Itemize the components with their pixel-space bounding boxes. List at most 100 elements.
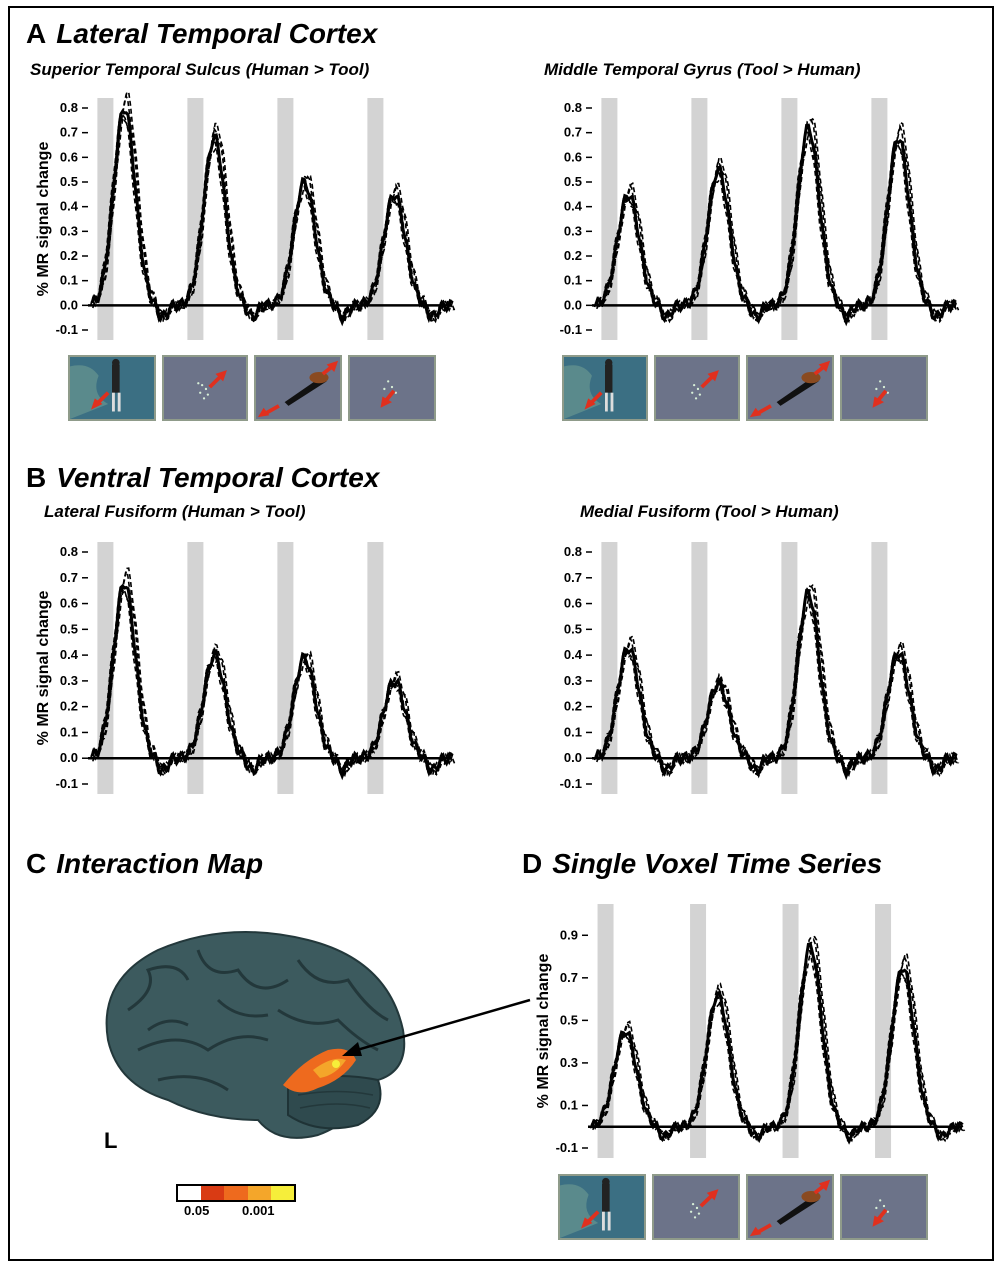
response-curve xyxy=(593,935,966,1144)
stimulus-tool xyxy=(254,355,342,421)
chart-b-left: 0.8 0.7 0.6 0.5 0.4 0.3 0.2 0.1 0.0 -0.1 % MR sign… xyxy=(35,542,456,794)
y-tick-label: -0.1 xyxy=(560,776,582,791)
figure-frame xyxy=(8,6,994,1261)
y-tick-label: 0.6 xyxy=(564,596,582,611)
y-tick-label: 0.7 xyxy=(60,570,78,585)
y-tick-label: 0.5 xyxy=(60,621,78,636)
y-tick-label: 0.8 xyxy=(60,544,78,559)
y-tick-label: 0.0 xyxy=(60,297,78,312)
response-curve xyxy=(597,584,960,779)
y-tick-label: 0.1 xyxy=(560,1097,578,1112)
chart-d: 0.9 0.7 0.5 0.3 0.1 -0.1 % MR signal change xyxy=(535,904,966,1158)
y-tick-label: 0.1 xyxy=(564,273,582,288)
colorbar-swatches xyxy=(176,1184,296,1202)
y-tick-label: 0.1 xyxy=(564,724,582,739)
response-curve xyxy=(593,126,956,324)
y-tick-label: 0.5 xyxy=(60,174,78,189)
colorbar-swatch xyxy=(247,1186,271,1200)
y-tick-label: 0.2 xyxy=(564,699,582,714)
colorbar-swatch xyxy=(224,1186,248,1200)
significance-colorbar: 0.05 0.001 xyxy=(176,1184,296,1218)
response-curve xyxy=(93,91,456,325)
response-curve xyxy=(90,109,453,327)
y-tick-label: 0.3 xyxy=(564,673,582,688)
section-b-title: B Ventral Temporal Cortex xyxy=(26,462,380,493)
y-tick-label: 0.6 xyxy=(60,596,78,611)
stimulus-point-light-human xyxy=(654,355,740,421)
y-tick-label: -0.1 xyxy=(56,776,78,791)
stimulus-band xyxy=(691,542,708,794)
response-curve xyxy=(592,948,964,1143)
y-tick-label: 0.2 xyxy=(60,248,78,263)
response-curve xyxy=(597,117,960,325)
y-tick-label: 0.7 xyxy=(564,570,582,585)
y-tick-label: 0.3 xyxy=(560,1055,578,1070)
response-curve xyxy=(594,588,957,781)
stimulus-band xyxy=(187,542,204,794)
y-tick-label: 0.4 xyxy=(60,647,79,662)
y-tick-label: 0.0 xyxy=(564,297,582,312)
colorbar-swatch xyxy=(270,1186,295,1200)
response-curve xyxy=(596,593,958,777)
panel-b-left-title: Lateral Fusiform (Human > Tool) xyxy=(44,502,306,521)
y-tick-label: 0.8 xyxy=(564,100,582,115)
stimulus-band xyxy=(782,904,799,1158)
panel-b-right-title: Medial Fusiform (Tool > Human) xyxy=(580,502,839,521)
stimulus-human-walker xyxy=(558,1174,646,1240)
stimulus-point-light-tool xyxy=(348,355,436,421)
y-tick-label: 0.8 xyxy=(564,544,582,559)
y-axis-label: % MR signal change xyxy=(35,591,52,746)
chart-b-right: 0.8 0.7 0.6 0.5 0.4 0.3 0.2 0.1 0.0 -0.1 xyxy=(560,542,960,794)
stimulus-tool xyxy=(746,1174,834,1240)
pointer-arrow xyxy=(342,998,531,1056)
response-curve xyxy=(92,93,454,324)
stimulus-human-walker xyxy=(68,355,156,421)
response-curve xyxy=(89,585,452,777)
y-tick-label: 0.7 xyxy=(60,125,78,140)
y-tick-label: 0.0 xyxy=(60,750,78,765)
y-tick-label: 0.7 xyxy=(560,970,578,985)
stimulus-point-light-human xyxy=(652,1174,740,1240)
stimulus-band xyxy=(690,904,707,1158)
y-tick-label: 0.5 xyxy=(564,621,582,636)
stimulus-band xyxy=(277,98,294,340)
stimulus-band xyxy=(781,542,798,794)
y-tick-label: 0.1 xyxy=(60,273,78,288)
colorbar-swatch xyxy=(201,1186,225,1200)
stimulus-point-light-human xyxy=(162,355,248,421)
response-curve xyxy=(92,569,454,778)
colorbar-label-high: 0.001 xyxy=(242,1203,275,1218)
stimulus-tool xyxy=(746,355,834,421)
chart-a-left: 0.8 0.7 0.6 0.5 0.4 0.3 0.2 0.1 0.0 -0.1 % MR sign… xyxy=(35,91,456,340)
response-curve xyxy=(89,111,452,324)
response-curve xyxy=(596,129,958,324)
response-curve xyxy=(92,113,454,324)
y-tick-label: 0.3 xyxy=(60,673,78,688)
response-curve xyxy=(593,590,956,777)
y-axis-label: % MR signal change xyxy=(35,142,52,297)
y-tick-label: 0.6 xyxy=(60,149,78,164)
y-tick-label: 0.4 xyxy=(564,199,583,214)
section-a-title: A Lateral Temporal Cortex xyxy=(26,18,378,49)
chart-a-right: 0.8 0.7 0.6 0.5 0.4 0.3 0.2 0.1 0.0 -0.1 xyxy=(560,98,960,340)
response-curve xyxy=(592,937,964,1143)
stimulus-band xyxy=(601,98,618,340)
y-tick-label: 0.0 xyxy=(564,750,582,765)
brain-surface-image xyxy=(105,931,406,1139)
y-tick-label: 0.2 xyxy=(564,248,582,263)
y-tick-label: 0.3 xyxy=(564,223,582,238)
y-tick-label: 0.7 xyxy=(564,125,582,140)
y-tick-label: 0.9 xyxy=(560,927,578,942)
section-d-title: D Single Voxel Time Series xyxy=(522,848,883,879)
response-curve xyxy=(92,587,454,778)
response-curve xyxy=(93,567,456,779)
section-c-title: C Interaction Map xyxy=(26,848,264,879)
y-tick-label: -0.1 xyxy=(560,322,582,337)
y-tick-label: 0.6 xyxy=(564,149,582,164)
y-tick-label: 0.8 xyxy=(60,100,78,115)
y-tick-label: -0.1 xyxy=(56,322,78,337)
colorbar-swatch xyxy=(178,1186,202,1200)
y-tick-label: 0.5 xyxy=(564,174,582,189)
stimulus-band xyxy=(875,904,892,1158)
panel-a-left-title: Superior Temporal Sulcus (Human > Tool) xyxy=(30,60,370,79)
